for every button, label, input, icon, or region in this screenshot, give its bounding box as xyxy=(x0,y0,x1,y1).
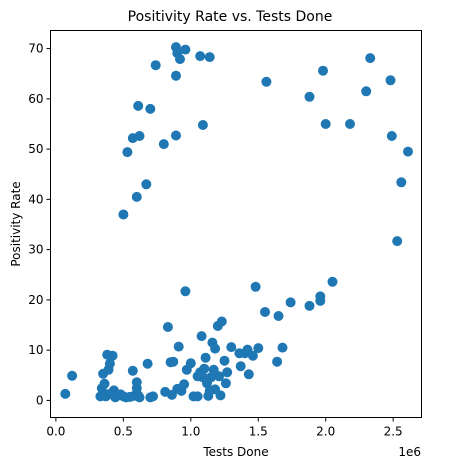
data-point-93 xyxy=(171,70,181,81)
data-point-75 xyxy=(273,311,284,321)
data-point-81 xyxy=(327,276,338,287)
data-point-6 xyxy=(99,378,110,389)
data-point-61 xyxy=(219,355,230,366)
x-tick-label: 0.5 xyxy=(114,425,133,439)
data-point-102 xyxy=(304,91,315,102)
data-point-88 xyxy=(141,179,152,190)
data-point-100 xyxy=(204,52,215,63)
y-tick-label: 20 xyxy=(28,293,43,307)
y-tick-label: 0 xyxy=(36,393,44,407)
data-point-0 xyxy=(60,388,71,399)
data-point-76 xyxy=(277,342,288,353)
data-point-70 xyxy=(247,350,258,361)
x-axis-offset-label: 1e6 xyxy=(398,445,421,459)
data-point-48 xyxy=(200,352,211,363)
data-point-108 xyxy=(385,75,396,86)
data-point-97 xyxy=(180,44,191,55)
data-point-73 xyxy=(260,307,270,317)
data-point-40 xyxy=(185,358,196,369)
data-point-89 xyxy=(145,103,156,114)
data-point-26 xyxy=(142,358,153,369)
data-point-47 xyxy=(199,363,210,374)
data-point-71 xyxy=(250,281,261,292)
data-point-105 xyxy=(345,119,355,129)
data-point-106 xyxy=(361,86,372,97)
data-point-35 xyxy=(173,341,184,352)
x-tick-label: 2.5 xyxy=(384,425,403,439)
data-point-85 xyxy=(131,191,142,202)
data-point-63 xyxy=(222,367,233,378)
data-point-91 xyxy=(158,139,169,150)
data-point-74 xyxy=(272,356,283,367)
data-point-30 xyxy=(162,322,173,332)
data-point-107 xyxy=(365,53,376,64)
data-point-99 xyxy=(197,120,208,130)
data-point-56 xyxy=(210,343,221,354)
data-point-69 xyxy=(243,369,254,380)
y-axis-ticks: 0 10 20 30 40 50 60 70 xyxy=(28,42,51,407)
x-axis-ticks: 0.0 0.5 1.0 1.5 2.0 2.5 xyxy=(46,417,403,439)
data-point-10 xyxy=(104,358,115,369)
data-point-77 xyxy=(285,297,296,308)
y-tick-label: 10 xyxy=(28,343,43,357)
data-point-38 xyxy=(180,286,191,297)
data-point-104 xyxy=(320,119,331,129)
data-point-80 xyxy=(315,291,326,302)
x-tick-label: 2.0 xyxy=(316,425,335,439)
data-point-96 xyxy=(175,54,185,65)
data-point-64 xyxy=(226,342,237,353)
data-point-37 xyxy=(179,379,190,390)
data-point-25 xyxy=(134,392,145,403)
data-point-112 xyxy=(403,146,413,157)
y-tick-label: 40 xyxy=(28,192,43,206)
data-point-59 xyxy=(215,390,226,401)
y-tick-label: 50 xyxy=(28,142,43,156)
data-point-33 xyxy=(168,356,179,367)
data-point-58 xyxy=(214,371,225,382)
data-point-90 xyxy=(150,60,161,71)
x-tick-label: 0.0 xyxy=(46,425,65,439)
plot-frame xyxy=(50,30,422,418)
data-point-12 xyxy=(107,350,118,361)
y-tick-label: 70 xyxy=(28,42,43,56)
x-axis-label: Tests Done xyxy=(202,445,268,459)
data-point-111 xyxy=(396,177,407,188)
data-point-78 xyxy=(304,300,315,311)
data-point-60 xyxy=(216,316,227,327)
data-point-20 xyxy=(127,365,138,376)
data-point-103 xyxy=(318,65,328,76)
data-point-28 xyxy=(148,391,158,402)
data-point-101 xyxy=(261,76,272,87)
data-point-83 xyxy=(122,147,133,158)
data-point-86 xyxy=(133,100,144,111)
data-point-52 xyxy=(206,372,216,383)
data-point-110 xyxy=(392,236,403,247)
data-point-98 xyxy=(195,51,206,62)
data-point-72 xyxy=(253,343,264,354)
data-point-66 xyxy=(235,361,246,372)
data-point-62 xyxy=(220,378,231,389)
y-tick-label: 30 xyxy=(28,243,43,257)
data-point-94 xyxy=(171,130,181,141)
chart-title: Positivity Rate vs. Tests Done xyxy=(128,9,333,25)
y-tick-label: 60 xyxy=(28,92,43,106)
x-tick-label: 1.0 xyxy=(181,425,200,439)
data-point-42 xyxy=(192,391,203,402)
points-layer xyxy=(60,42,413,403)
data-point-109 xyxy=(386,131,397,141)
data-point-1 xyxy=(67,370,78,381)
data-point-87 xyxy=(134,131,145,141)
x-tick-label: 1.5 xyxy=(249,425,268,439)
y-axis-label: Positivity Rate xyxy=(9,181,23,266)
data-point-82 xyxy=(118,209,129,220)
data-point-45 xyxy=(196,331,207,342)
